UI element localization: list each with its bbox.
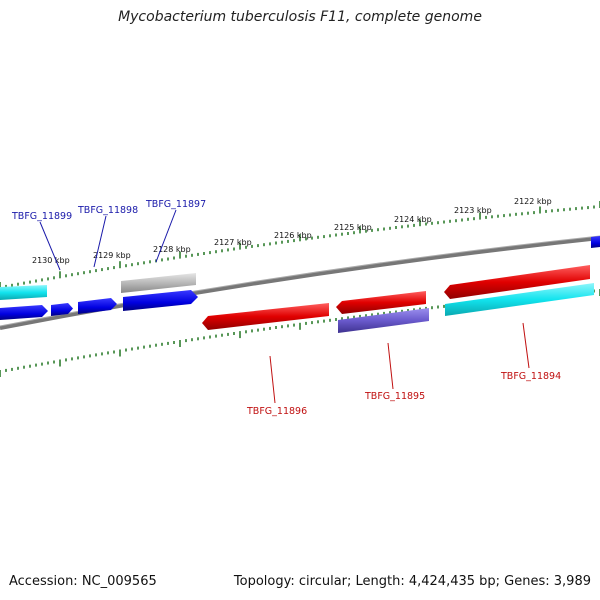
ruler-label-2123: 2123 kbp bbox=[454, 206, 492, 215]
connector-tbfg-11897 bbox=[155, 209, 177, 263]
gene-arrow-tbfg-11898b[interactable] bbox=[78, 298, 117, 314]
gene-arrow-tbfg-11894[interactable] bbox=[444, 265, 590, 299]
gene-label-tbfg-11895[interactable]: TBFG_11895 bbox=[364, 391, 425, 402]
gene-label-tbfg-11896[interactable]: TBFG_11896 bbox=[246, 406, 307, 417]
outer-ruler bbox=[0, 201, 600, 289]
cyan-feature-right[interactable] bbox=[445, 283, 594, 316]
gene-arrow-tbfg-11896[interactable] bbox=[202, 303, 329, 330]
ruler-label-2125: 2125 kbp bbox=[334, 223, 372, 232]
accession-text: Accession: NC_009565 bbox=[9, 574, 157, 589]
gene-label-tbfg-11897[interactable]: TBFG_11897 bbox=[145, 199, 206, 210]
connector-tbfg-11895 bbox=[387, 342, 394, 390]
cyan-feature-left[interactable] bbox=[0, 285, 47, 300]
gene-label-tbfg-11899[interactable]: TBFG_11899 bbox=[11, 211, 72, 222]
grey-feature-tbfg-11897[interactable] bbox=[121, 273, 196, 293]
connector-tbfg-11898 bbox=[93, 215, 107, 268]
gene-arrow-tbfg-11897[interactable] bbox=[123, 290, 198, 311]
ruler-label-2122: 2122 kbp bbox=[514, 197, 552, 206]
gene-label-tbfg-11894[interactable]: TBFG_11894 bbox=[500, 371, 561, 382]
gene-arrow-tbfg-11898a[interactable] bbox=[51, 303, 73, 316]
gene-arrow-tbfg-11899[interactable] bbox=[0, 305, 48, 320]
gene-label-tbfg-11898[interactable]: TBFG_11898 bbox=[77, 205, 138, 216]
gene-arrow-tbfg-11895[interactable] bbox=[336, 291, 426, 314]
ruler-label-2127: 2127 kbp bbox=[214, 238, 252, 247]
ruler-label-2126: 2126 kbp bbox=[274, 231, 312, 240]
connector-tbfg-11896 bbox=[269, 355, 276, 404]
ruler-label-2129: 2129 kbp bbox=[93, 251, 131, 260]
genome-summary-text: Topology: circular; Length: 4,424,435 bp… bbox=[233, 574, 591, 589]
ruler-label-2128: 2128 kbp bbox=[153, 245, 191, 254]
genome-title: Mycobacterium tuberculosis F11, complete… bbox=[118, 9, 482, 25]
connector-tbfg-11894 bbox=[522, 322, 530, 369]
connector-tbfg-11899 bbox=[39, 221, 61, 271]
ruler-label-2124: 2124 kbp bbox=[394, 215, 432, 224]
ruler-label-2130: 2130 kbp bbox=[32, 256, 70, 265]
purple-feature-tbfg-11895[interactable] bbox=[338, 308, 429, 333]
gene-arrow-edge-right[interactable] bbox=[591, 236, 600, 248]
